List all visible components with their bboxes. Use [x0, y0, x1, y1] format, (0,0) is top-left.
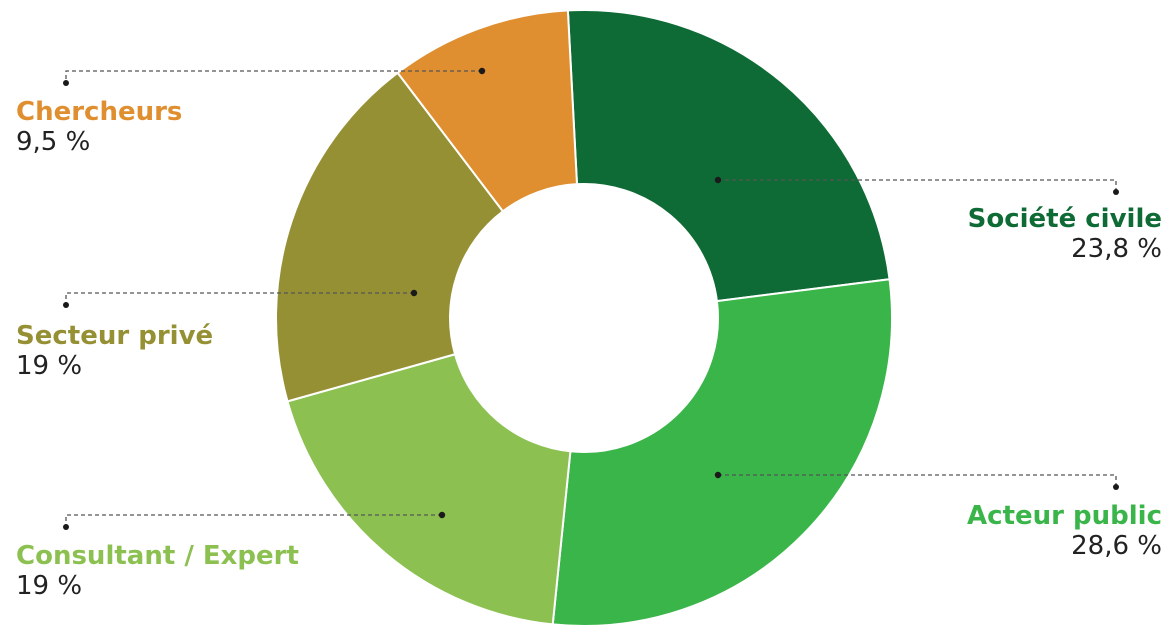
leader-end-dot — [1113, 189, 1119, 195]
leader-end-dot — [63, 302, 69, 308]
slice-acteur-public — [551, 278, 893, 626]
slice-label: Consultant / Expert 19 % — [16, 541, 299, 602]
slice-label-value: 19 % — [16, 570, 83, 601]
slice-label-value: 19 % — [16, 350, 83, 381]
slice-label-value: 23,8 % — [1071, 233, 1162, 264]
slice-label-name: Chercheurs — [16, 97, 183, 127]
slice-label-name: Consultant / Expert — [16, 541, 299, 571]
slice-soci-t-civile — [566, 9, 891, 303]
leader-dot — [478, 67, 486, 75]
slice-label: Acteur public 28,6 % — [967, 501, 1162, 562]
slice-label-value: 9,5 % — [16, 126, 91, 157]
leader-end-dot — [63, 524, 69, 530]
leader-line — [63, 67, 486, 86]
leader-line — [63, 289, 418, 308]
leader-line — [714, 176, 1119, 195]
slice-secteur-priv- — [275, 71, 505, 403]
leader-dot — [714, 471, 722, 479]
leader-end-dot — [63, 80, 69, 86]
slice-label: Secteur privé 19 % — [16, 321, 214, 382]
leader-dot — [714, 176, 722, 184]
leader-end-dot — [1113, 484, 1119, 490]
leader-line — [714, 471, 1119, 490]
leader-line — [63, 511, 446, 530]
slice-label-value: 28,6 % — [1071, 530, 1162, 561]
slice-label: Société civile 23,8 % — [967, 204, 1162, 265]
leader-dot — [410, 289, 418, 297]
slice-consultant-expert — [286, 353, 572, 626]
slice-chercheurs — [396, 9, 579, 213]
leader-dot — [438, 511, 446, 519]
slice-label-name: Acteur public — [967, 501, 1162, 531]
slice-label: Chercheurs 9,5 % — [16, 97, 183, 158]
slice-label-name: Société civile — [967, 204, 1162, 234]
slice-label-name: Secteur privé — [16, 321, 214, 351]
